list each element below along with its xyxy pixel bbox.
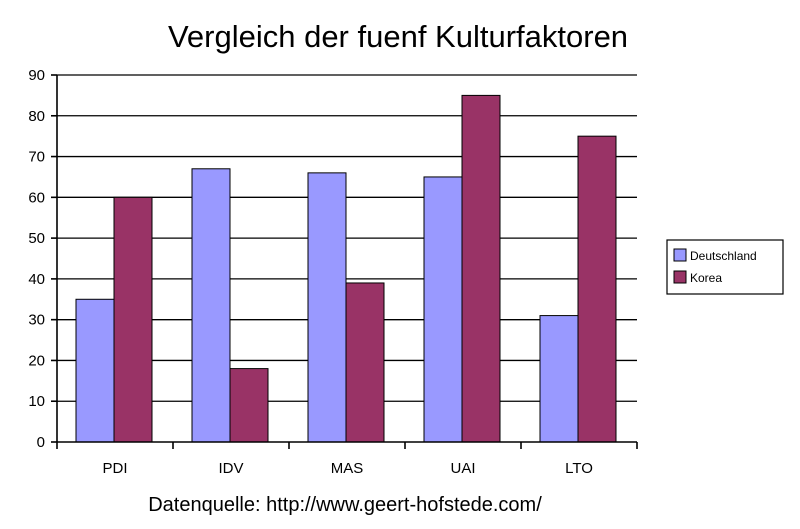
x-category-label: UAI bbox=[450, 460, 475, 477]
gridlines bbox=[57, 74, 637, 402]
y-tick-label: 20 bbox=[28, 352, 45, 369]
bar-korea-mas bbox=[345, 282, 385, 443]
y-tick-label: 0 bbox=[37, 434, 45, 451]
y-tick-label: 60 bbox=[28, 189, 45, 206]
legend-swatch-korea bbox=[673, 270, 687, 284]
bars bbox=[75, 94, 617, 443]
bar-korea-pdi bbox=[113, 196, 153, 443]
y-axis-ticks: 0 10 20 30 40 50 60 70 80 90 bbox=[28, 67, 57, 451]
bar-deutschland-pdi bbox=[75, 298, 115, 443]
legend-label-deutschland: Deutschland bbox=[690, 249, 757, 263]
x-category-label: MAS bbox=[331, 460, 364, 477]
y-tick-label: 80 bbox=[28, 108, 45, 125]
y-tick-label: 50 bbox=[28, 230, 45, 247]
legend-label-korea: Korea bbox=[690, 271, 722, 285]
bar-deutschland-mas bbox=[307, 172, 347, 443]
bar-deutschland-lto bbox=[539, 315, 579, 443]
y-tick-label: 90 bbox=[28, 67, 45, 84]
y-tick-label: 40 bbox=[28, 271, 45, 288]
bar-deutschland-uai bbox=[423, 176, 463, 443]
x-category-label: PDI bbox=[102, 460, 127, 477]
chart-title: Vergleich der fuenf Kulturfaktoren bbox=[168, 19, 628, 54]
legend: Deutschland Korea bbox=[666, 239, 784, 295]
bar-deutschland-idv bbox=[191, 168, 231, 443]
y-tick-label: 10 bbox=[28, 393, 45, 410]
x-category-label: IDV bbox=[218, 460, 243, 477]
y-tick-label: 30 bbox=[28, 312, 45, 329]
bar-korea-lto bbox=[577, 135, 617, 443]
axes bbox=[56, 75, 637, 443]
bar-korea-uai bbox=[461, 94, 501, 443]
data-source-note: Datenquelle: http://www.geert-hofstede.c… bbox=[148, 494, 542, 516]
x-category-label: LTO bbox=[565, 460, 593, 477]
bar-korea-idv bbox=[229, 368, 269, 443]
legend-swatch-deutschland bbox=[673, 248, 687, 262]
x-axis-categories: PDI IDV MAS UAI LTO bbox=[56, 442, 638, 477]
y-tick-label: 70 bbox=[28, 149, 45, 166]
